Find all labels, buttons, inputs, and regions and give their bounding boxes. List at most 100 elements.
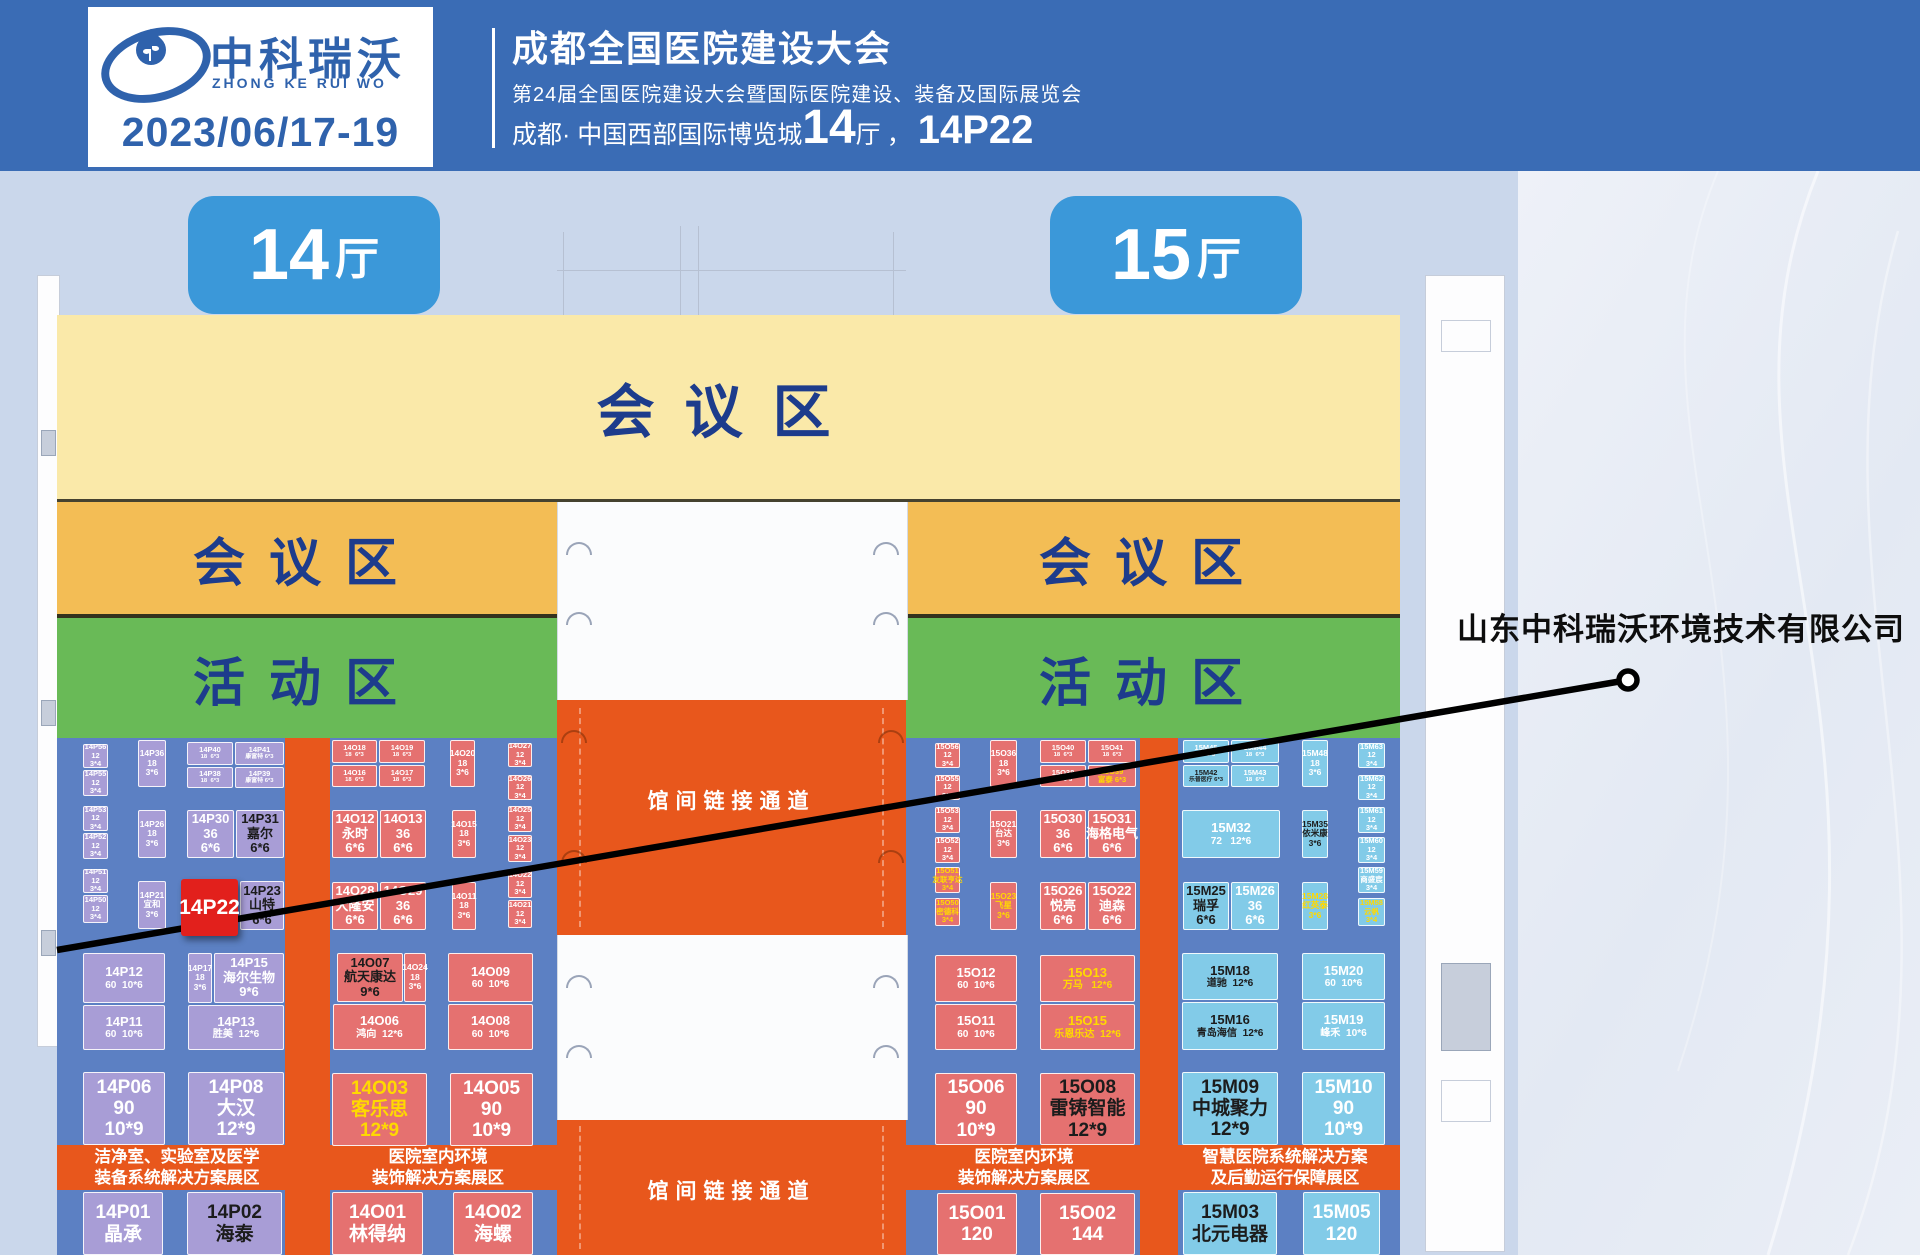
hall-15-number: 15 [1110,215,1192,295]
booth-14P26: 14P26 18 3*6 [138,810,166,858]
booth-14O23: 14O23 12 3*4 [508,834,532,862]
event-subtitle: 第24届全国医院建设大会暨国际医院建设、装备及国际展览会 [512,84,1083,106]
logo-leaf-icon [152,46,159,51]
zone-strip-interior-15: 医院室内环境 装饰解决方案展区 [910,1147,1138,1189]
hall-15-label: 15 厅 [1050,196,1302,314]
booth-14P52: 14P52 12 3*4 [83,832,108,859]
booth-14O03: 14O03 客乐思 12*9 [332,1073,427,1146]
booth-14O28: 14O28 大隆安 6*6 [332,882,378,930]
booth-14P51: 14P51 12 3*4 [83,867,108,894]
logo-ellipse-drop-icon [92,14,220,116]
booth-15M59: 15M59 商盛宸 3*4 [1358,867,1385,893]
booth-14O13: 14O13 36 6*6 [380,810,426,858]
booth-15O12: 15O12 60 10*6 [935,955,1017,1002]
conference-zone-main: 会议区 [57,315,1400,502]
booth-14P40: 14P40 18 6*3 [187,742,233,765]
zone-strip-smart-hospital: 智慧医院系统解决方案 及后勤运行保障展区 [1172,1147,1398,1189]
booth-15M42: 15M42 乐普医疗 6*3 [1183,765,1229,787]
zone-strip-line: 智慧医院系统解决方案 [1202,1148,1368,1166]
booth-14P53: 14P53 12 3*4 [83,804,108,831]
booth-15O15: 15O15 乐恩乐达 12*6 [1040,1004,1135,1050]
header-divider [492,28,495,148]
zone-strip-interior-14: 医院室内环境 装饰解决方案展区 [332,1147,544,1189]
hall-14-zone-strip [57,1145,557,1190]
booth-15O02: 15O02 144 [1040,1193,1135,1255]
corridor-middle-segment [557,935,908,1120]
booth-15M32: 15M32 72 12*6 [1182,810,1280,858]
booth-14P17: 14P17 18 3*6 [188,953,212,1003]
conference-zone-left: 会议区 [57,502,557,618]
booth-15O55: 15O55 12 3*4 [935,773,960,800]
booth-14P12: 14P12 60 10*6 [83,953,165,1003]
booth-15O31: 15O31 海格电气 6*6 [1086,810,1138,858]
event-title: 成都全国医院建设大会 [512,28,893,69]
venue-line: 成都· 中国西部国际博览城 14 厅 ， 14P22 [512,104,1033,152]
booth-14P56: 14P56 12 3*4 [83,742,108,769]
booth-15M35: 15M35 依米康 3*6 [1302,810,1328,858]
booth-15O06: 15O06 90 10*9 [935,1073,1017,1145]
booth-15M20: 15M20 60 10*6 [1302,953,1385,1000]
zone-strip-cleanroom-lab: 洁净室、实验室及医学 装备系统解决方案展区 [62,1147,292,1189]
booth-15O22: 15O22 迪森 6*6 [1088,882,1136,930]
booth-15O39: 15O39 富泰 6*3 [1088,765,1136,787]
zone-strip-line: 医院室内环境 [974,1148,1074,1166]
booth-14P23: 14P23 山特 6*6 [240,881,284,930]
booth-14P13: 14P13 胜美 12*6 [188,1005,284,1050]
booth-15O50: 15O50 密德科 3*4 [935,898,960,926]
wall-line [893,232,894,315]
booth-14O08: 14O08 60 10*6 [448,1004,533,1050]
booth-14O21: 14O21 12 3*4 [508,900,532,928]
hall-15-zone-strip [906,1145,1400,1190]
background-curves [1677,171,1903,1255]
venue-prefix: 成都· 中国西部国际博览城 [512,121,803,149]
booth-14P02: 14P02 海泰 [187,1192,282,1255]
booth-14P41: 14P41 康富特 6*3 [235,742,284,765]
booth-15M26: 15M26 36 6*6 [1231,882,1279,930]
booth-14O15: 14O15 18 3*6 [451,810,477,858]
activity-zone-left: 活动区 [57,618,557,738]
booth-15O56: 15O56 12 3*4 [935,741,960,768]
booth-14O19: 14O19 18 6*3 [379,740,425,763]
corridor-top-label: 馆间链接通道 [647,790,816,813]
wall-detail [41,430,56,456]
event-date: 2023/06/17-19 [121,109,400,155]
booth-14O29: 14O29 36 6*6 [380,882,426,930]
logo-box: 中科瑞沃 ZHONG KE RUI WO 2023/06/17-19 [88,7,433,167]
booth-15M43: 15M43 18 6*3 [1231,765,1279,787]
hall-14-label: 14 厅 [188,196,440,314]
booth-15M19: 15M19 峰禾 10*6 [1302,1002,1385,1050]
right-decorative-panel [1518,171,1920,1255]
booth-15O26: 15O26 悦亮 6*6 [1040,882,1086,930]
booth-14O16: 14O16 18 6*3 [332,765,377,787]
booth-15M45: 15M45 18 6*3 [1183,740,1229,763]
booth-14P22: 14P22 [179,879,240,936]
zone-strip-line: 装饰解决方案展区 [958,1169,1090,1188]
logo-ellipse-icon [92,14,220,116]
booth-15O52: 15O52 12 3*4 [935,836,960,863]
booth-15O41: 15O41 18 6*3 [1088,740,1136,763]
booth-14O06: 14O06 鸿向 12*6 [333,1004,426,1050]
wall-detail [1441,1080,1491,1122]
booth-15O08: 15O08 雷铸智能 12*9 [1040,1073,1135,1145]
booth-15M60: 15M60 12 3*4 [1358,837,1385,863]
booth-14P39: 14P39 康富特 6*3 [235,767,284,788]
zone-strip-line: 洁净室、实验室及医学 [94,1148,260,1166]
wall-detail [41,700,56,726]
booth-15O21: 15O21 台达 3*6 [990,810,1017,858]
booth-15O23: 15O23 飞星 3*6 [990,882,1017,930]
logo-chinese-name: 中科瑞沃 [210,35,406,84]
activity-zone-right: 活动区 [906,618,1400,738]
booth-14P01: 14P01 晶承 [83,1192,163,1255]
hall-14-number: 14 [248,215,330,295]
booth-15O51: 15O51 友联亨达 3*4 [932,866,963,893]
hall-15-unit: 厅 [1197,235,1242,284]
booth-14O24: 14O24 18 3*6 [402,953,428,1002]
booth-15M05: 15M05 120 [1303,1192,1380,1255]
hall-link-corridor-top: 馆间链接通道 [557,700,906,935]
venue-comma: ， [886,121,912,149]
booth-14O09: 14O09 60 10*6 [448,953,533,1002]
booth-15M25: 15M25 瑞孚 6*6 [1183,882,1229,930]
zone-strip-line: 装备系统解决方案展区 [94,1169,260,1188]
hall-14-unit: 厅 [335,235,380,284]
